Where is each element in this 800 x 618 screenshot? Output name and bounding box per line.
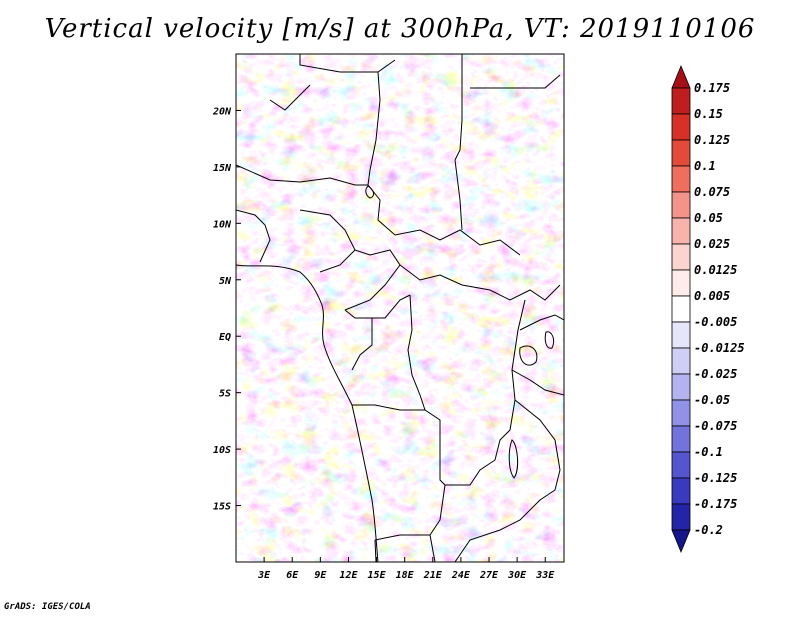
colorbar-segment [671, 139, 691, 167]
colorbar-segment [671, 165, 691, 193]
colorbar-segment [671, 87, 691, 115]
colorbar-label: 0.075 [694, 185, 730, 199]
colorbar-label: -0.0125 [694, 341, 745, 355]
lat-tick-label: 10S [213, 445, 231, 456]
lon-tick-label: 21E [423, 570, 443, 581]
colorbar-label: 0.025 [694, 237, 730, 251]
lat-tick-label: EQ [219, 332, 231, 343]
colorbar-label: -0.175 [694, 497, 737, 511]
lat-tick-label: 10N [213, 219, 232, 230]
colorbar-label: -0.05 [694, 393, 730, 407]
colorbar-label: 0.05 [694, 211, 723, 225]
colorbar-bottom-arrow [671, 529, 691, 554]
colorbar-segment [671, 269, 691, 297]
colorbar-segment [671, 217, 691, 245]
colorbar-label: 0.175 [694, 81, 730, 95]
grads-credit: GrADS: IGES/COLA [4, 602, 91, 612]
colorbar-segment [671, 243, 691, 271]
lat-tick-label: 15S [213, 502, 231, 513]
plot-frame [235, 53, 565, 563]
colorbar-label: 0.1 [694, 159, 716, 173]
colorbar-label: -0.1 [694, 445, 723, 459]
colorbar-segment [671, 347, 691, 375]
country-borders [236, 54, 564, 562]
colorbar-label: 0.15 [694, 107, 723, 121]
colorbar-segment [671, 373, 691, 401]
lat-tick-label: 15N [213, 163, 232, 174]
latitude-axis: 20N 15N 10N 5N EQ 5S 10S 15S [212, 106, 241, 513]
lon-tick-label: 33E [535, 570, 555, 581]
longitude-axis: 3E 6E 9E 12E 15E 18E 21E 24E 27E 30E 33E [257, 557, 555, 581]
map-title: Vertical velocity [m/s] at 300hPa, VT: 2… [44, 14, 756, 44]
colorbar-label: 0.125 [694, 133, 730, 147]
lon-tick-label: 3E [257, 570, 271, 581]
lon-tick-label: 6E [286, 570, 299, 581]
lon-tick-label: 12E [339, 570, 358, 581]
lon-tick-label: 27E [479, 570, 499, 581]
colorbar-label: -0.005 [694, 315, 737, 329]
colorbar-top-arrow [671, 64, 691, 89]
colorbar-label: -0.075 [694, 419, 737, 433]
colorbar-segment [671, 321, 691, 349]
plot-area [236, 54, 564, 562]
colorbar-segment [671, 451, 691, 479]
lat-tick-label: 5N [219, 276, 232, 287]
lon-tick-label: 30E [507, 570, 527, 581]
colorbar-segment [671, 477, 691, 505]
colorbar-label: -0.2 [694, 523, 723, 537]
colorbar-label: -0.125 [694, 471, 737, 485]
lon-tick-label: 24E [451, 570, 471, 581]
colorbar-label: -0.025 [694, 367, 737, 381]
colorbar: 0.175 0.15 0.125 0.1 0.075 0.05 0.025 0.0125 0.0… [671, 64, 745, 554]
lat-tick-label: 20N [212, 106, 232, 117]
lon-tick-label: 18E [396, 570, 415, 581]
lat-tick-label: 5S [219, 389, 231, 400]
colorbar-segment [671, 191, 691, 219]
colorbar-label: 0.005 [694, 289, 730, 303]
colorbar-segment [671, 113, 691, 141]
lon-tick-label: 15E [368, 570, 387, 581]
colorbar-label: 0.0125 [694, 263, 737, 277]
colorbar-segment [671, 399, 691, 427]
colorbar-segment [671, 295, 691, 323]
lon-tick-label: 9E [314, 570, 327, 581]
colorbar-segment [671, 425, 691, 453]
vertical-velocity-field [236, 54, 564, 562]
colorbar-segment [671, 503, 691, 531]
